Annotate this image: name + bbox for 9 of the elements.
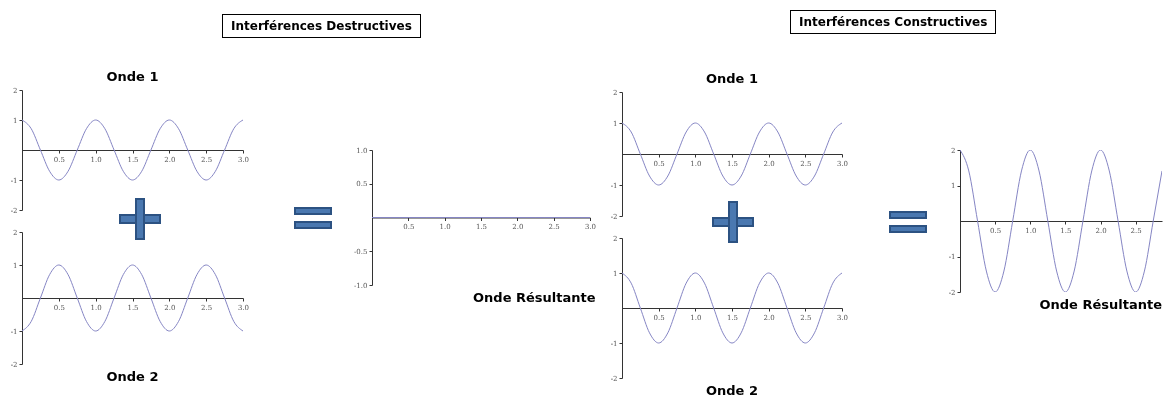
text: Onde Résultante — [1039, 297, 1163, 312]
chart-title: Onde 1 — [706, 71, 758, 86]
text: Onde Résultante — [473, 290, 596, 305]
text: Onde 2 — [106, 369, 159, 384]
text: Onde 2 — [706, 383, 758, 398]
text: Interférences Constructives — [790, 10, 997, 34]
text: Interférences Destructives — [222, 14, 421, 38]
chart-title: Onde 1 — [106, 69, 159, 84]
line-series — [960, 150, 1162, 292]
